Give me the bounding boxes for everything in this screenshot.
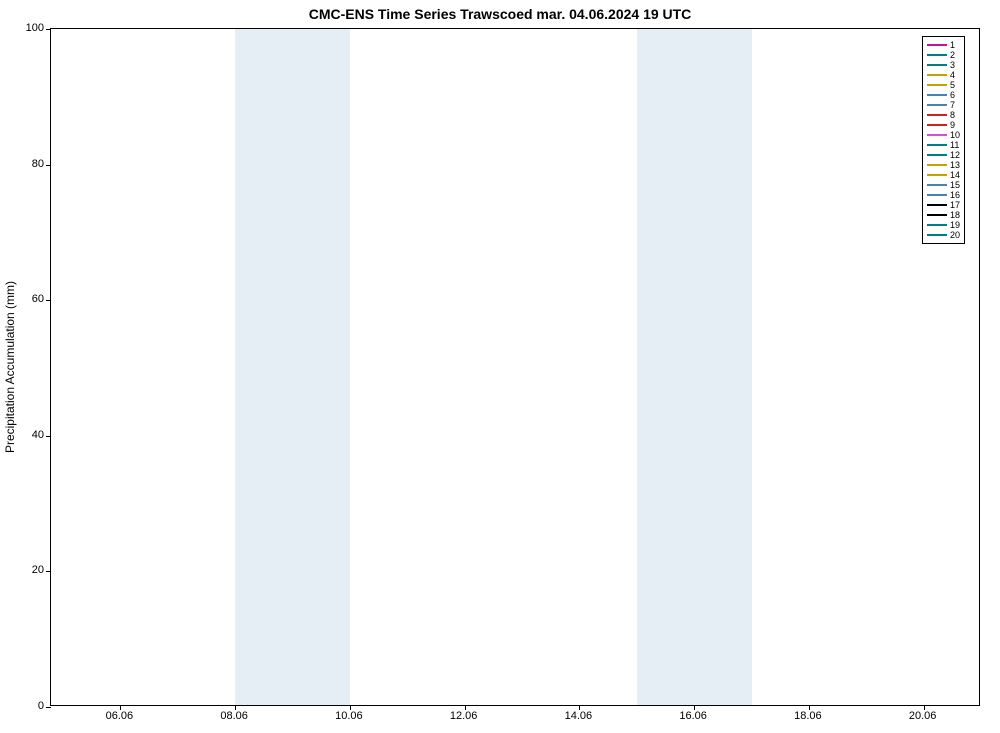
- x-tick-label: 12.06: [450, 710, 478, 722]
- legend-swatch: [927, 154, 947, 156]
- legend-item: 12: [927, 150, 960, 160]
- legend-item: 19: [927, 220, 960, 230]
- legend-swatch: [927, 194, 947, 196]
- legend-label: 4: [950, 70, 955, 80]
- x-tick-label: 20.06: [909, 710, 937, 722]
- legend-label: 12: [950, 150, 960, 160]
- legend-label: 9: [950, 120, 955, 130]
- legend-label: 11: [950, 140, 959, 150]
- legend-label: 10: [950, 130, 960, 140]
- legend-swatch: [927, 114, 947, 116]
- weekend-band: [637, 29, 752, 705]
- y-tick-label: 80: [32, 158, 44, 170]
- x-tick-label: 18.06: [794, 710, 822, 722]
- legend-item: 3: [927, 60, 960, 70]
- legend-item: 11: [927, 140, 960, 150]
- legend-swatch: [927, 64, 947, 66]
- legend-item: 15: [927, 180, 960, 190]
- legend-swatch: [927, 74, 947, 76]
- legend-swatch: [927, 94, 947, 96]
- y-tick-label: 100: [26, 22, 44, 34]
- legend-swatch: [927, 234, 947, 236]
- legend-label: 1: [950, 40, 955, 50]
- x-tick-label: 08.06: [220, 710, 248, 722]
- plot-wrapper: 1234567891011121314151617181920 02040608…: [50, 28, 980, 706]
- legend-label: 13: [950, 160, 960, 170]
- legend-item: 18: [927, 210, 960, 220]
- legend-swatch: [927, 144, 947, 146]
- legend-label: 17: [950, 200, 960, 210]
- legend-label: 2: [950, 50, 955, 60]
- legend-swatch: [927, 214, 947, 216]
- legend-item: 2: [927, 50, 960, 60]
- legend-item: 20: [927, 230, 960, 240]
- legend-label: 19: [950, 220, 960, 230]
- y-tick: [46, 300, 51, 301]
- legend-label: 15: [950, 180, 960, 190]
- legend-swatch: [927, 224, 947, 226]
- legend-swatch: [927, 124, 947, 126]
- legend-label: 16: [950, 190, 960, 200]
- legend-item: 9: [927, 120, 960, 130]
- legend-swatch: [927, 134, 947, 136]
- legend-label: 5: [950, 80, 955, 90]
- legend-swatch: [927, 204, 947, 206]
- legend-label: 14: [950, 170, 960, 180]
- legend-item: 16: [927, 190, 960, 200]
- legend-swatch: [927, 184, 947, 186]
- legend-swatch: [927, 44, 947, 46]
- legend-item: 8: [927, 110, 960, 120]
- legend-item: 1: [927, 40, 960, 50]
- legend-swatch: [927, 104, 947, 106]
- legend-swatch: [927, 84, 947, 86]
- y-tick: [46, 29, 51, 30]
- legend-item: 5: [927, 80, 960, 90]
- y-tick-label: 20: [32, 564, 44, 576]
- y-tick: [46, 165, 51, 166]
- legend-item: 13: [927, 160, 960, 170]
- legend-item: 6: [927, 90, 960, 100]
- legend-swatch: [927, 54, 947, 56]
- x-tick-label: 14.06: [565, 710, 593, 722]
- weekend-band: [235, 29, 350, 705]
- y-tick-label: 60: [32, 293, 44, 305]
- legend-swatch: [927, 174, 947, 176]
- legend-label: 8: [950, 110, 955, 120]
- y-tick-label: 40: [32, 429, 44, 441]
- legend-item: 17: [927, 200, 960, 210]
- y-tick: [46, 571, 51, 572]
- legend-item: 4: [927, 70, 960, 80]
- chart-title: CMC-ENS Time Series Trawscoed mar. 04.06…: [0, 6, 1000, 22]
- legend-label: 6: [950, 90, 955, 100]
- legend-label: 3: [950, 60, 955, 70]
- legend-label: 18: [950, 210, 960, 220]
- y-tick: [46, 707, 51, 708]
- y-axis-label: Precipitation Accumulation (mm): [3, 280, 17, 452]
- x-tick-label: 16.06: [679, 710, 707, 722]
- plot-area: 1234567891011121314151617181920: [50, 28, 980, 706]
- legend-item: 14: [927, 170, 960, 180]
- legend: 1234567891011121314151617181920: [922, 36, 965, 244]
- legend-label: 7: [950, 100, 955, 110]
- legend-item: 10: [927, 130, 960, 140]
- legend-label: 20: [950, 230, 960, 240]
- legend-swatch: [927, 164, 947, 166]
- legend-item: 7: [927, 100, 960, 110]
- y-tick-label: 0: [38, 700, 44, 712]
- x-tick-label: 10.06: [335, 710, 363, 722]
- y-tick: [46, 436, 51, 437]
- x-tick-label: 06.06: [106, 710, 134, 722]
